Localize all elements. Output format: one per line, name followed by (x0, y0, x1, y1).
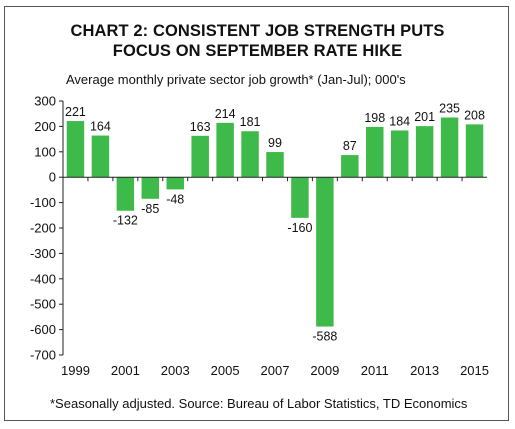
bar-2013 (415, 126, 434, 178)
bar-2000 (91, 135, 110, 178)
bar-2010 (341, 155, 359, 178)
bar-2002 (141, 177, 160, 199)
y-tick-label: -700 (30, 348, 56, 363)
y-tick-label: -200 (30, 221, 56, 236)
bar-2012 (390, 130, 409, 178)
data-label-2011: 198 (364, 111, 385, 125)
x-axis: 1999 2001 2003 2005 2007 2009 2011 2013 2015 (61, 176, 489, 378)
data-label-2008: -160 (287, 221, 312, 235)
bar-2008 (291, 177, 309, 218)
y-tick-label: -400 (30, 271, 56, 286)
bar-2004 (191, 135, 209, 178)
y-tick-label: -100 (30, 195, 56, 210)
data-label-2009: -588 (312, 330, 337, 344)
x-tick-label: 2015 (460, 363, 489, 378)
y-tick-label: 100 (34, 144, 56, 159)
y-axis: 300 200 100 0 -100 -200 -300 -400 -500 -600 -700 (30, 94, 64, 363)
data-label-2005: 214 (215, 107, 236, 121)
bar-2005 (216, 122, 234, 178)
bar-2001 (116, 177, 135, 211)
y-tick-label: 0 (49, 170, 56, 185)
data-label-2000: 164 (90, 120, 111, 134)
x-tick-label: 2001 (111, 363, 140, 378)
y-tick-label: 300 (34, 94, 56, 109)
data-label-2010: 87 (343, 139, 357, 153)
bar-2011 (366, 126, 384, 178)
bar-1999 (66, 121, 85, 178)
y-tick-label: -600 (30, 322, 56, 337)
y-tick-label: 200 (34, 119, 56, 134)
data-labels: 221 164 -132-85 -48 163 214 181 99 -160 -588 87 198… (65, 102, 485, 344)
chart-subtitle: Average monthly private sector job growt… (66, 72, 406, 87)
x-tick-label: 2013 (410, 363, 439, 378)
y-tick-label: -500 (30, 297, 56, 312)
bar-2006 (241, 131, 259, 178)
data-label-2001: -132 (113, 214, 138, 228)
x-tick-label: 2007 (261, 363, 290, 378)
chart-title-line-1: CHART 2: CONSISTENT JOB STRENGTH PUTS (70, 22, 445, 40)
data-label-2007: 99 (268, 136, 282, 150)
x-tick-label: 2011 (361, 363, 389, 378)
x-tick-label: 1999 (61, 363, 90, 378)
data-label-2002: -85 (141, 202, 159, 216)
bar-2009 (316, 177, 334, 327)
data-label-2013: 201 (414, 110, 435, 124)
data-label-2006: 181 (240, 115, 261, 129)
data-label-2012: 184 (389, 114, 410, 128)
x-tick-label: 2003 (161, 363, 190, 378)
x-tick-label: 2009 (310, 363, 339, 378)
data-label-1999: 221 (65, 105, 86, 119)
bar-2007 (266, 152, 284, 178)
bars (66, 117, 484, 327)
bar-2003 (166, 177, 184, 190)
bar-2015 (465, 124, 484, 178)
data-label-2003: -48 (166, 192, 184, 206)
data-label-2004: 163 (190, 120, 211, 134)
data-label-2014: 235 (439, 102, 460, 116)
y-tick-label: -300 (30, 246, 56, 261)
chart-frame (4, 6, 509, 421)
data-label-2015: 208 (464, 108, 485, 122)
chart-title-line-2: FOCUS ON SEPTEMBER RATE HIKE (112, 42, 403, 60)
bar-2014 (440, 117, 459, 178)
x-tick-label: 2005 (211, 363, 240, 378)
chart-footnote: *Seasonally adjusted. Source: Bureau of … (50, 396, 468, 411)
